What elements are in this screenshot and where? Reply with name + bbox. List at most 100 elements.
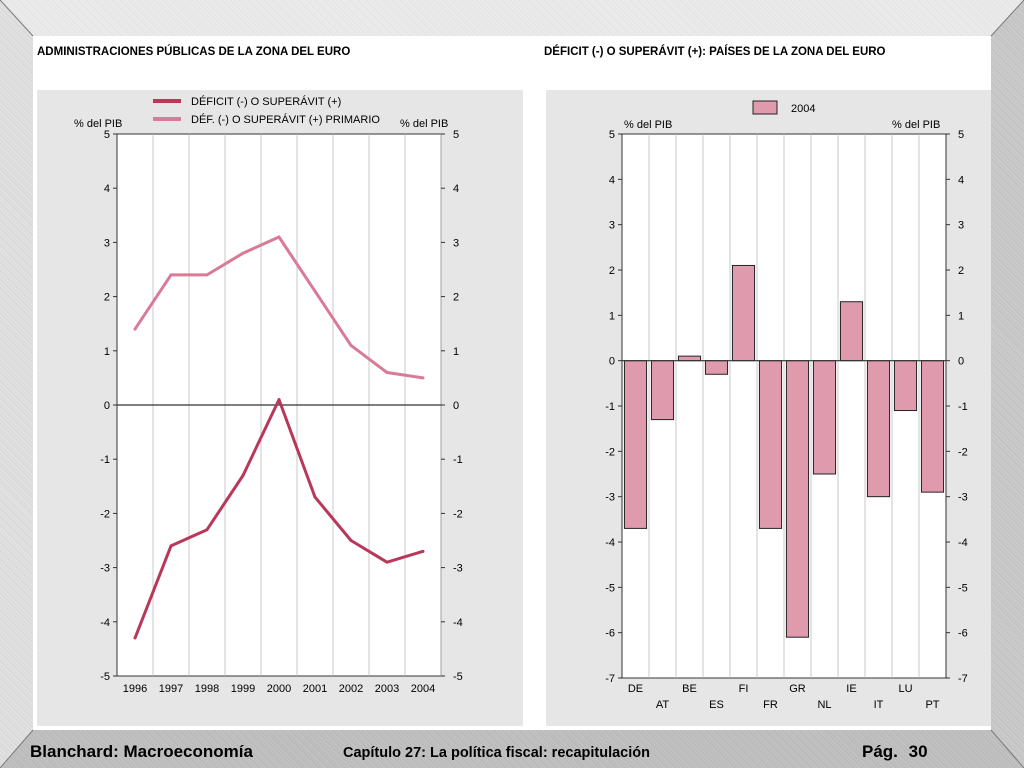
right-bar-chart: DE AT BE ES FI FR GR NL IE IT LU PT 5 5 4 4 3 3 2 2 1 1 0 0 -1 -1… — [546, 90, 991, 726]
left-x-tick-label: 2003 — [375, 683, 399, 695]
right-ylabel: % del PIB — [624, 119, 672, 131]
right-y-tick-label-right: -4 — [958, 537, 968, 549]
right-bar-NL — [812, 360, 837, 475]
right-legend-label: 2004 — [791, 103, 815, 115]
left-series-2-point — [349, 343, 353, 347]
right-y-tick-label: -4 — [605, 537, 615, 549]
footer-page-number: 30 — [908, 742, 928, 761]
right-y-tick-label: 3 — [609, 220, 615, 232]
right-bar-FI — [731, 264, 756, 362]
left-series-2-point — [277, 235, 281, 239]
left-y-tick-label: 4 — [104, 183, 110, 195]
right-y-tick-label-right: -5 — [958, 582, 968, 594]
right-x-tick-label: FR — [763, 699, 778, 711]
right-y-tick-label-right: -2 — [958, 446, 968, 458]
right-x-tick-label: IT — [874, 699, 884, 711]
left-y-tick-label-right: 4 — [453, 183, 459, 195]
right-x-tick-label: DE — [628, 683, 643, 695]
right-y-tick-label-right: -1 — [958, 401, 968, 413]
right-x-tick-label: PT — [925, 699, 939, 711]
left-chart-title: ADMINISTRACIONES PÚBLICAS DE LA ZONA DEL… — [37, 46, 351, 58]
right-bar-PT — [920, 360, 945, 493]
right-bar-BE — [677, 355, 702, 362]
left-y-tick-label: 0 — [104, 400, 110, 412]
left-y-tick-label: 3 — [104, 237, 110, 249]
right-y-tick-label: -7 — [605, 673, 615, 685]
left-y-tick-label-right: -4 — [453, 617, 463, 629]
left-x-tick-label: 1996 — [123, 683, 147, 695]
left-y-tick-label: 2 — [104, 292, 110, 304]
right-x-tick-label: ES — [709, 699, 724, 711]
left-series-2-point — [313, 289, 317, 293]
right-y-tick-label: -1 — [605, 401, 615, 413]
left-series-2-point — [205, 273, 209, 277]
left-series-1-point — [205, 528, 209, 532]
right-bar-DE — [623, 360, 648, 529]
left-y-tick-label-right: -3 — [453, 563, 463, 575]
footer-page: Pág. 30 — [862, 742, 928, 762]
right-y-tick-label: -2 — [605, 446, 615, 458]
right-y-tick-label-right: 2 — [958, 265, 964, 277]
left-legend-label-1: DÉFICIT (-) O SUPERÁVIT (+) — [191, 95, 341, 108]
right-bar-IT — [866, 360, 891, 498]
left-series-1-point — [385, 560, 389, 564]
right-y-tick-label-right: 0 — [958, 356, 964, 368]
left-series-1-point — [241, 473, 245, 477]
left-y-tick-label: 1 — [104, 346, 110, 358]
left-y-tick-label: 5 — [104, 129, 110, 141]
right-x-tick-label: LU — [898, 683, 912, 695]
footer-author: Blanchard: Macroeconomía — [30, 742, 253, 761]
right-y-tick-label: 0 — [609, 356, 615, 368]
left-x-tick-label: 2000 — [267, 683, 291, 695]
right-y-tick-label-right: 4 — [958, 174, 964, 186]
right-y-tick-label-right: 1 — [958, 310, 964, 322]
right-y-tick-label: -6 — [605, 628, 615, 640]
right-bar-FR — [758, 360, 783, 529]
left-series-1-point — [277, 398, 281, 402]
left-series-2-point — [421, 376, 425, 380]
left-y-tick-label-right: 2 — [453, 292, 459, 304]
left-series-1-point — [349, 539, 353, 542]
left-y-tick-label-right: -2 — [453, 508, 463, 520]
right-bar-IE — [839, 301, 864, 362]
right-y-tick-label: -5 — [605, 582, 615, 594]
left-y-tick-label: -4 — [100, 617, 110, 629]
left-series-1-point — [133, 636, 137, 640]
slide-content: ADMINISTRACIONES PÚBLICAS DE LA ZONA DEL… — [33, 36, 991, 730]
left-y-tick-label: -2 — [100, 508, 110, 520]
right-legend-swatch — [752, 100, 778, 115]
left-y-tick-label: -5 — [100, 671, 110, 683]
right-y-tick-label: 1 — [609, 310, 615, 322]
left-y-tick-label-right: -1 — [453, 454, 463, 466]
left-series-2-point — [385, 370, 389, 374]
right-x-tick-label: GR — [789, 683, 806, 695]
left-x-tick-label: 2004 — [411, 683, 435, 695]
left-x-tick-label: 1999 — [231, 683, 255, 695]
right-y-tick-label-right: 3 — [958, 220, 964, 232]
left-series-1-point — [313, 495, 317, 499]
left-x-tick-label: 2001 — [303, 683, 327, 695]
right-bar-GR — [785, 360, 810, 638]
left-y-tick-label-right: -5 — [453, 671, 463, 683]
left-y-tick-label-right: 0 — [453, 400, 459, 412]
right-y-tick-label: 5 — [609, 129, 615, 141]
left-x-tick-label: 2002 — [339, 683, 363, 695]
left-series-2-point — [169, 273, 173, 277]
right-y-tick-label: -3 — [605, 492, 615, 504]
right-y-tick-label-right: 5 — [958, 129, 964, 141]
left-y-tick-label-right: 3 — [453, 237, 459, 249]
footer-chapter: Capítulo 27: La política fiscal: recapit… — [343, 745, 650, 761]
left-y-tick-label-right: 5 — [453, 129, 459, 141]
right-y-tick-label-right: -3 — [958, 492, 968, 504]
right-y-tick-label: 4 — [609, 174, 615, 186]
right-x-tick-label: FI — [739, 683, 749, 695]
left-series-2-point — [241, 251, 245, 255]
left-x-tick-label: 1998 — [195, 683, 219, 695]
left-legend-label-2: DÉF. (-) O SUPERÁVIT (+) PRIMARIO — [191, 113, 380, 126]
right-y-tick-label: 2 — [609, 265, 615, 277]
right-bar-ES — [704, 360, 729, 375]
right-bar-LU — [893, 360, 918, 412]
right-x-tick-label: NL — [817, 699, 831, 711]
